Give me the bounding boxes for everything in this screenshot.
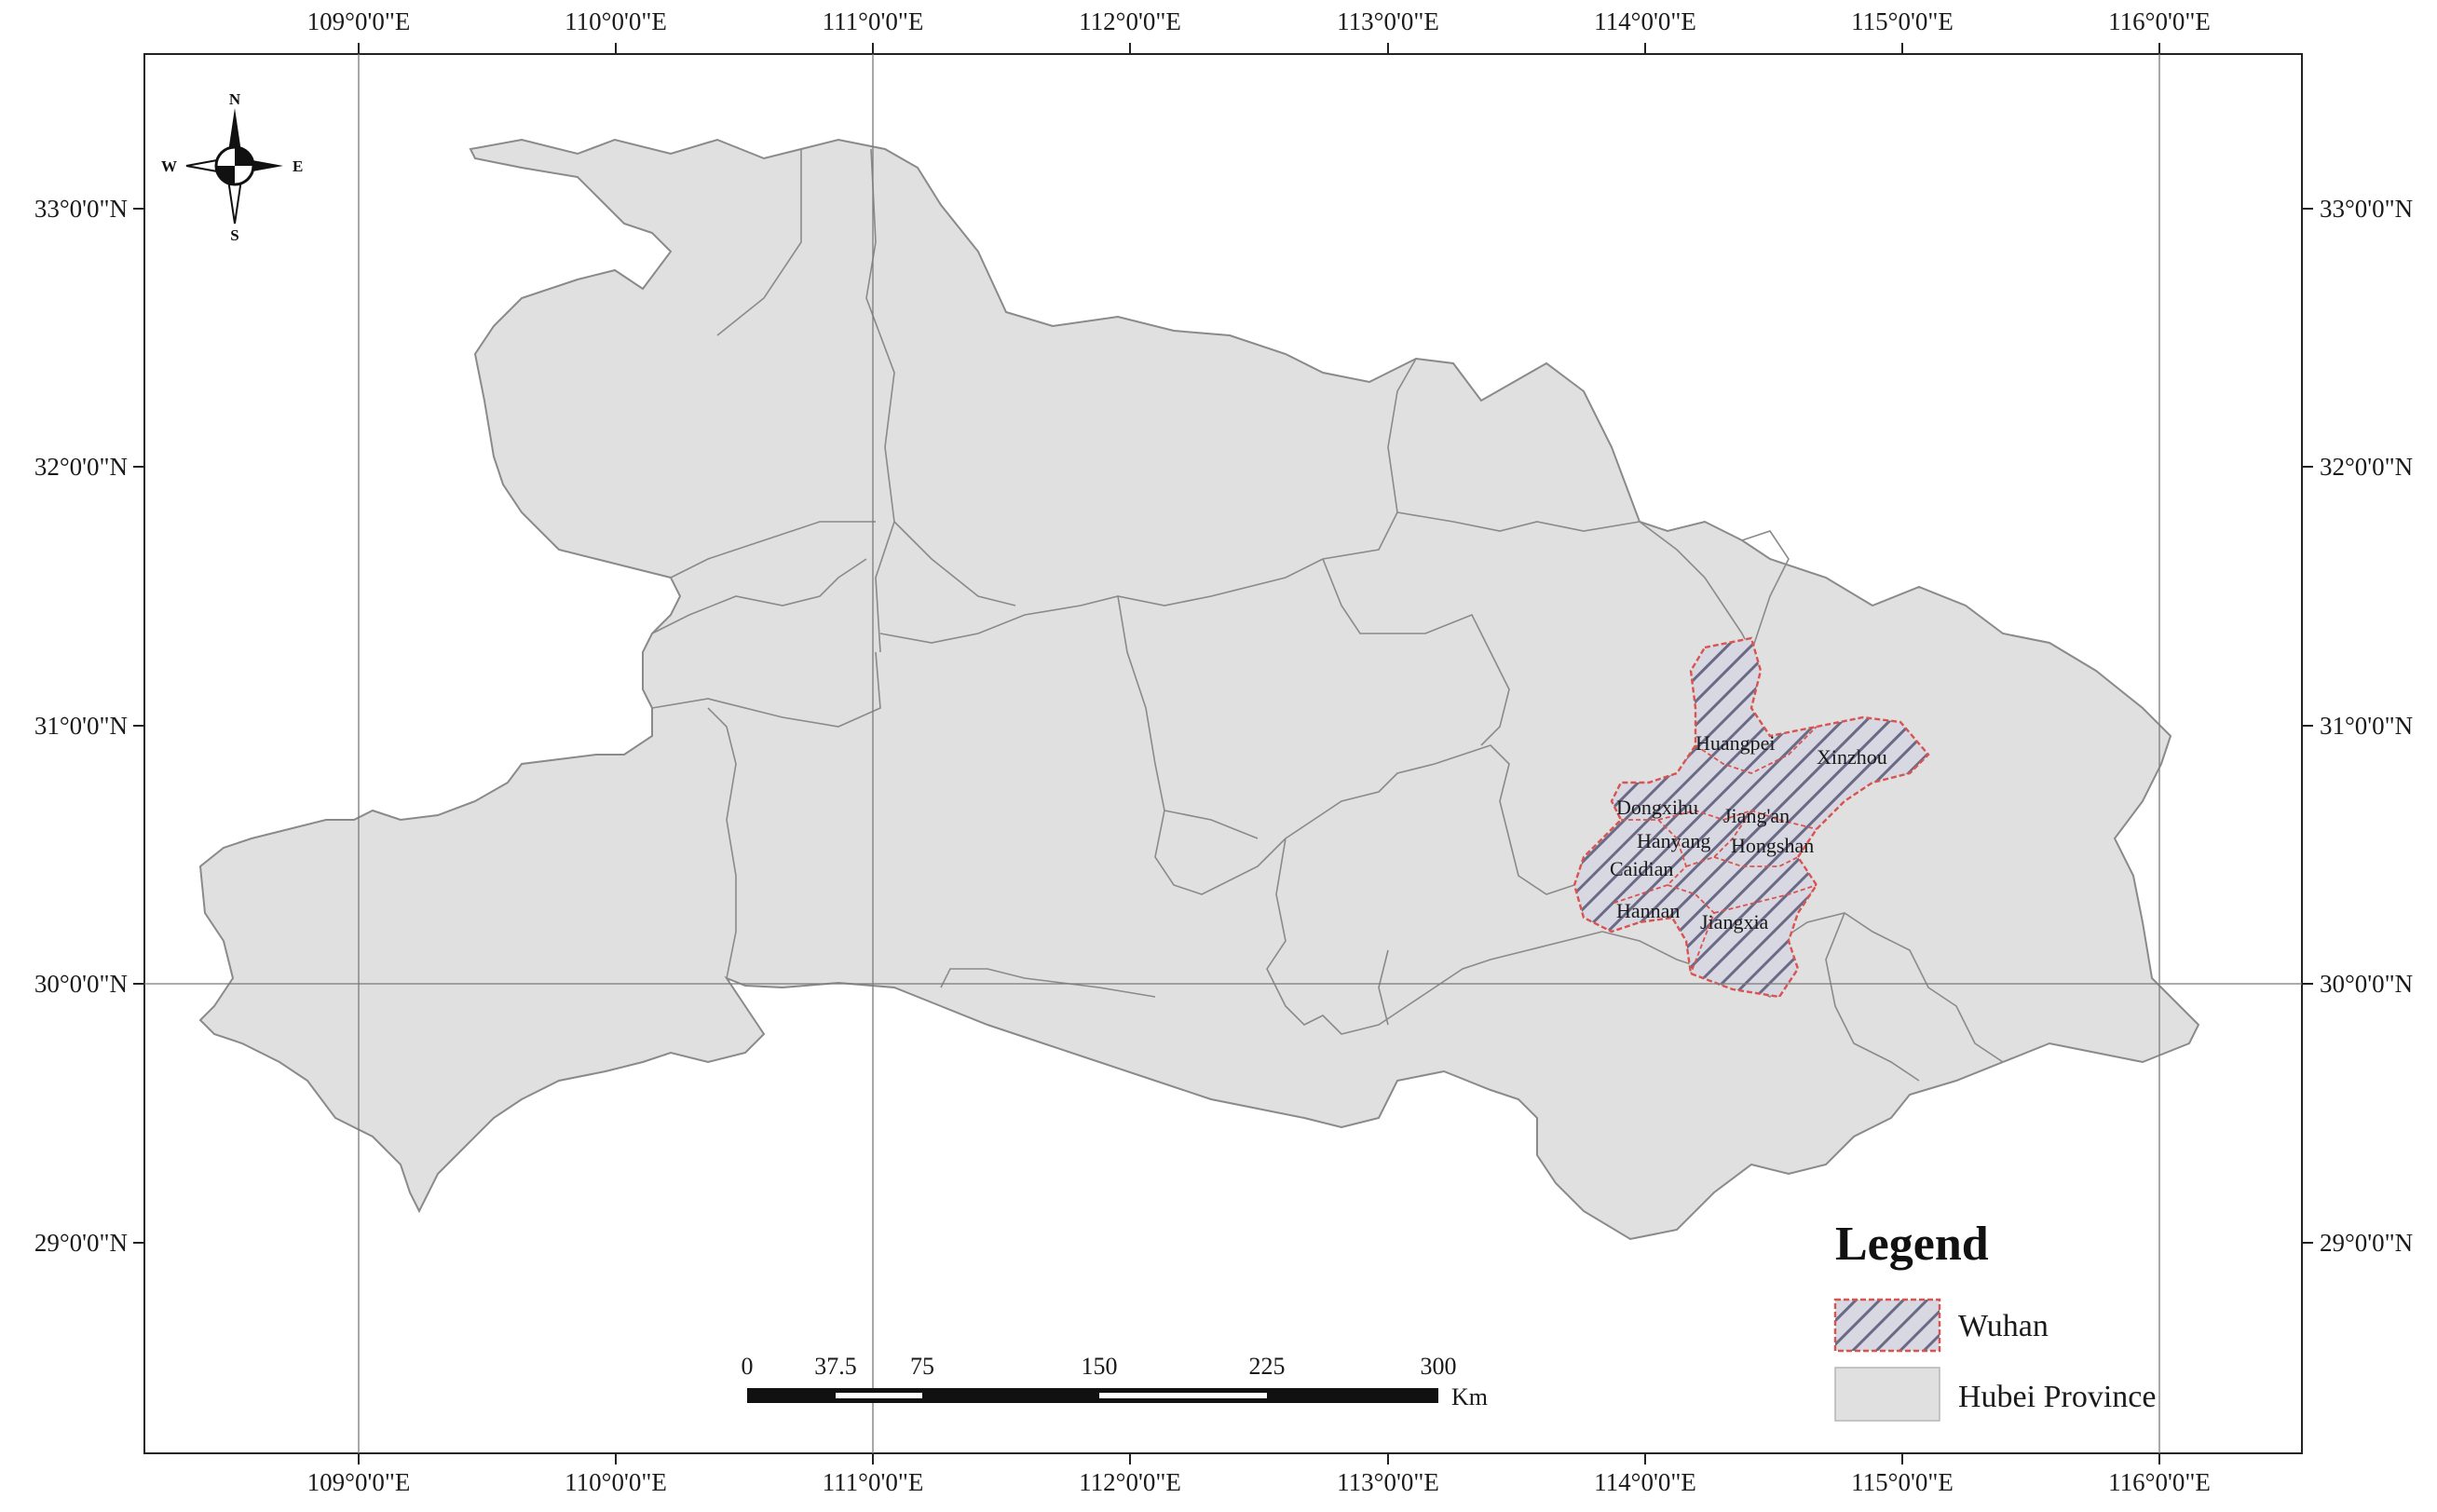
right-lat-label: 30°0'0"N (2320, 970, 2413, 998)
left-lat-label: 32°0'0"N (34, 453, 128, 481)
scale-label: 37.5 (814, 1353, 857, 1380)
bottom-lon-label: 110°0'0"E (565, 1468, 667, 1496)
scale-label: 300 (1421, 1353, 1457, 1380)
legend-title: Legend (1835, 1218, 1989, 1271)
left-lat-label: 30°0'0"N (34, 970, 128, 998)
bottom-lon-label: 115°0'0"E (1851, 1468, 1954, 1496)
bottom-lon-label: 113°0'0"E (1337, 1468, 1439, 1496)
left-lat-label: 29°0'0"N (34, 1229, 128, 1257)
scale-bar: 0 37.5 75 150 225 300 Km (742, 1353, 1489, 1410)
bottom-lon-label: 109°0'0"E (307, 1468, 411, 1496)
legend-swatch-wuhan (1833, 1298, 1941, 1353)
top-lon-label: 115°0'0"E (1851, 7, 1954, 35)
scale-label: 75 (910, 1353, 934, 1380)
scale-unit: Km (1451, 1383, 1488, 1410)
compass-s: S (230, 226, 238, 244)
scale-label: 225 (1249, 1353, 1286, 1380)
district-label-xinzhou: Xinzhou (1817, 745, 1887, 769)
top-lon-label: 113°0'0"E (1337, 7, 1439, 35)
top-lon-label: 110°0'0"E (565, 7, 667, 35)
wuhan-region (1572, 636, 1930, 999)
top-lon-label: 114°0'0"E (1594, 7, 1696, 35)
scale-label: 0 (742, 1353, 754, 1380)
legend: Legend Wuhan Hubei Province (1833, 1218, 2156, 1422)
right-latitude-labels: 33°0'0"N 32°0'0"N 31°0'0"N 30°0'0"N 29°0… (2320, 195, 2413, 1257)
district-label-hanyang: Hanyang (1637, 829, 1710, 852)
legend-label-wuhan: Wuhan (1958, 1309, 2049, 1343)
district-label-huangpei: Huangpei (1695, 731, 1776, 755)
frame-ticks (133, 43, 2313, 1464)
legend-label-hubei: Hubei Province (1958, 1380, 2156, 1414)
right-lat-label: 32°0'0"N (2320, 453, 2413, 481)
scale-label: 150 (1082, 1353, 1118, 1380)
bottom-lon-label: 114°0'0"E (1594, 1468, 1696, 1496)
bottom-longitude-labels: 109°0'0"E 110°0'0"E 111°0'0"E 112°0'0"E … (307, 1468, 2211, 1496)
top-lon-label: 116°0'0"E (2108, 7, 2211, 35)
district-label-dongxihu: Dongxihu (1616, 796, 1698, 819)
compass-w: W (161, 157, 177, 175)
compass-e: E (293, 157, 303, 175)
left-latitude-labels: 33°0'0"N 32°0'0"N 31°0'0"N 30°0'0"N 29°0… (34, 195, 128, 1257)
graticule (144, 54, 2302, 1453)
bottom-lon-label: 116°0'0"E (2108, 1468, 2211, 1496)
top-lon-label: 109°0'0"E (307, 7, 411, 35)
left-lat-label: 33°0'0"N (34, 195, 128, 223)
bottom-lon-label: 112°0'0"E (1079, 1468, 1181, 1496)
right-lat-label: 29°0'0"N (2320, 1229, 2413, 1257)
district-label-caidian: Caidian (1610, 857, 1673, 880)
top-longitude-labels: 109°0'0"E 110°0'0"E 111°0'0"E 112°0'0"E … (307, 7, 2211, 35)
top-lon-label: 112°0'0"E (1079, 7, 1181, 35)
left-lat-label: 31°0'0"N (34, 712, 128, 740)
district-label-jiangan: Jiang'an (1723, 804, 1790, 827)
right-lat-label: 31°0'0"N (2320, 712, 2413, 740)
district-labels: Huangpei Xinzhou Dongxihu Jiang'an Hanya… (1610, 731, 1887, 933)
legend-swatch-hubei (1834, 1367, 1940, 1422)
compass-n: N (229, 90, 241, 108)
district-label-hannan: Hannan (1616, 899, 1680, 922)
top-lon-label: 111°0'0"E (823, 7, 924, 35)
wuhan-district-boundaries (1611, 726, 1818, 974)
right-lat-label: 33°0'0"N (2320, 195, 2413, 223)
north-arrow-icon: N S E W (161, 90, 303, 244)
bottom-lon-label: 111°0'0"E (823, 1468, 924, 1496)
prefecture-boundaries (651, 148, 2004, 1082)
district-label-jiangxia: Jiangxia (1700, 910, 1769, 933)
district-label-hongshan: Hongshan (1731, 834, 1814, 857)
